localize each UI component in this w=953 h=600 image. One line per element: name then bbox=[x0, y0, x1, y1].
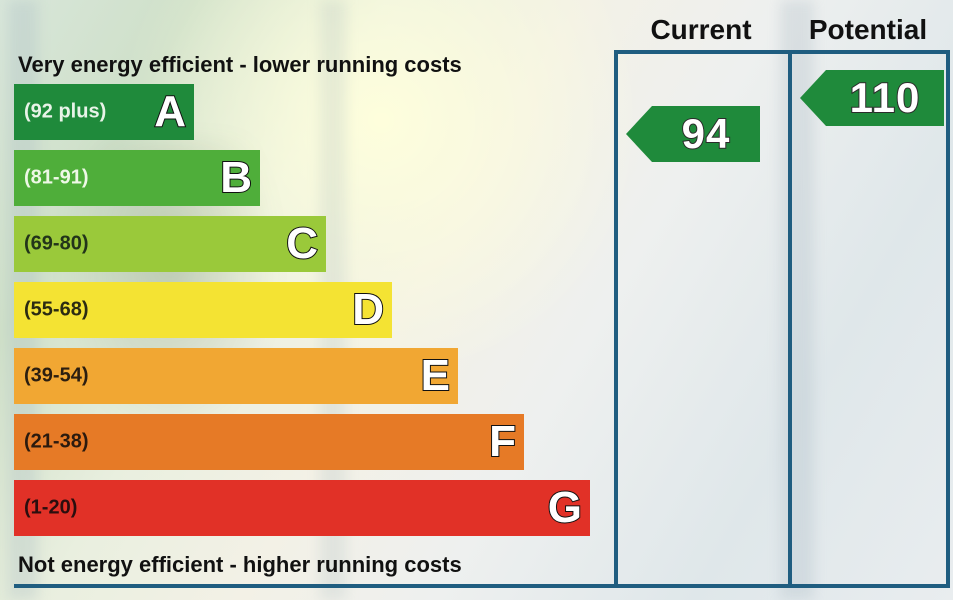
band-letter: B bbox=[220, 153, 252, 203]
band-letter: D bbox=[352, 285, 384, 335]
rating-band-d: (55-68) D bbox=[14, 282, 392, 338]
band-range: (55-68) bbox=[24, 299, 88, 322]
epc-chart: Very energy efficient - lower running co… bbox=[0, 0, 953, 600]
band-letter: G bbox=[548, 483, 582, 533]
grid-rule bbox=[614, 50, 950, 54]
band-range: (69-80) bbox=[24, 233, 88, 256]
band-range: (81-91) bbox=[24, 167, 88, 190]
rating-band-f: (21-38) F bbox=[14, 414, 524, 470]
rating-band-c: (69-80) C bbox=[14, 216, 326, 272]
rating-band-a: (92 plus) A bbox=[14, 84, 194, 140]
column-header-current: Current bbox=[616, 14, 786, 46]
band-range: (92 plus) bbox=[24, 101, 106, 124]
arrow-value: 110 bbox=[850, 74, 921, 122]
grid-rule bbox=[946, 50, 950, 584]
band-letter: F bbox=[489, 417, 516, 467]
rating-band-e: (39-54) E bbox=[14, 348, 458, 404]
arrow-body: 110 bbox=[826, 70, 944, 126]
band-letter: E bbox=[421, 351, 450, 401]
rating-band-b: (81-91) B bbox=[14, 150, 260, 206]
column-header-potential: Potential bbox=[790, 14, 946, 46]
band-range: (1-20) bbox=[24, 497, 77, 520]
caption-top: Very energy efficient - lower running co… bbox=[18, 52, 462, 78]
arrow-value: 94 bbox=[682, 110, 731, 158]
rating-arrow-potential: 110 bbox=[800, 70, 944, 126]
grid-rule bbox=[614, 50, 618, 584]
band-letter: A bbox=[154, 87, 186, 137]
band-letter: C bbox=[286, 219, 318, 269]
rating-arrow-current: 94 bbox=[626, 106, 760, 162]
arrow-tip bbox=[626, 106, 652, 162]
grid-rule bbox=[14, 584, 950, 588]
band-range: (21-38) bbox=[24, 431, 88, 454]
rating-band-g: (1-20) G bbox=[14, 480, 590, 536]
arrow-tip bbox=[800, 70, 826, 126]
grid-rule bbox=[788, 50, 792, 584]
caption-bottom: Not energy efficient - higher running co… bbox=[18, 552, 462, 578]
band-range: (39-54) bbox=[24, 365, 88, 388]
arrow-body: 94 bbox=[652, 106, 760, 162]
